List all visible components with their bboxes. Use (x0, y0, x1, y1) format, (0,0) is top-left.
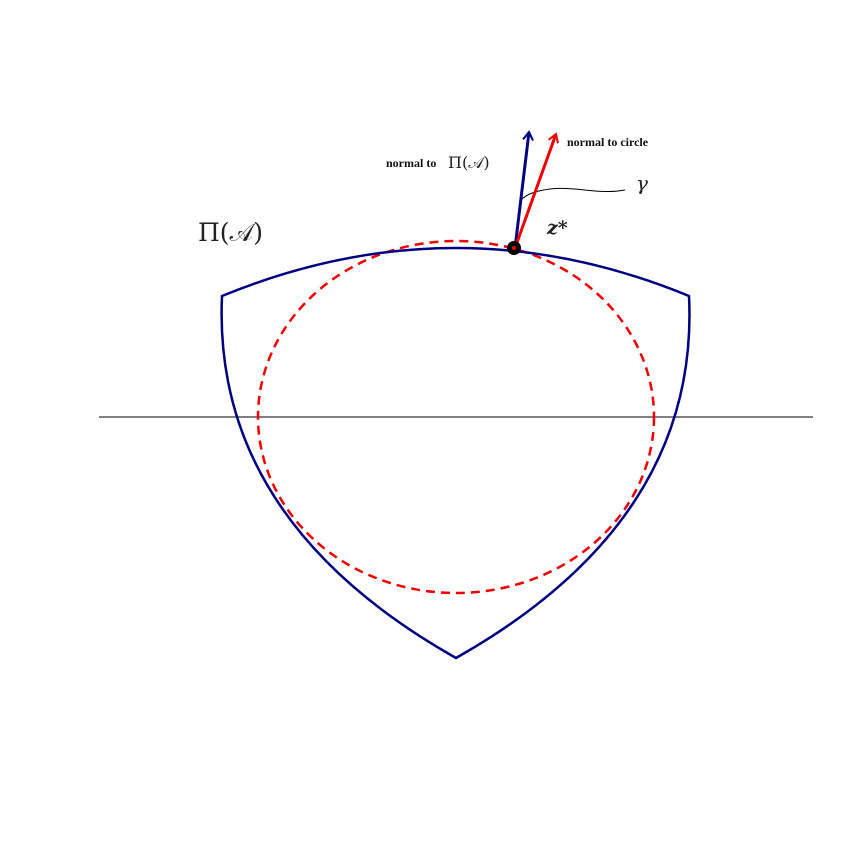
point-z-star-label: z* (546, 217, 568, 239)
normal-to-region-prefix-label: normal to (386, 156, 436, 170)
normal-to-circle-label: normal to circle (567, 135, 649, 149)
tangency-point-highlight (512, 246, 516, 250)
normal-to-circle-arrow (513, 132, 559, 249)
region-boundary (220, 246, 691, 660)
normal-to-region-arrow (513, 130, 534, 249)
inscribed-circle (256, 239, 656, 595)
angle-pointer-line (520, 187, 626, 201)
angle-gamma-label: γ (636, 171, 648, 195)
region-label: Π(𝒜) (198, 218, 263, 247)
normal-to-region-symbol-label: Π(𝒜) (448, 153, 490, 172)
